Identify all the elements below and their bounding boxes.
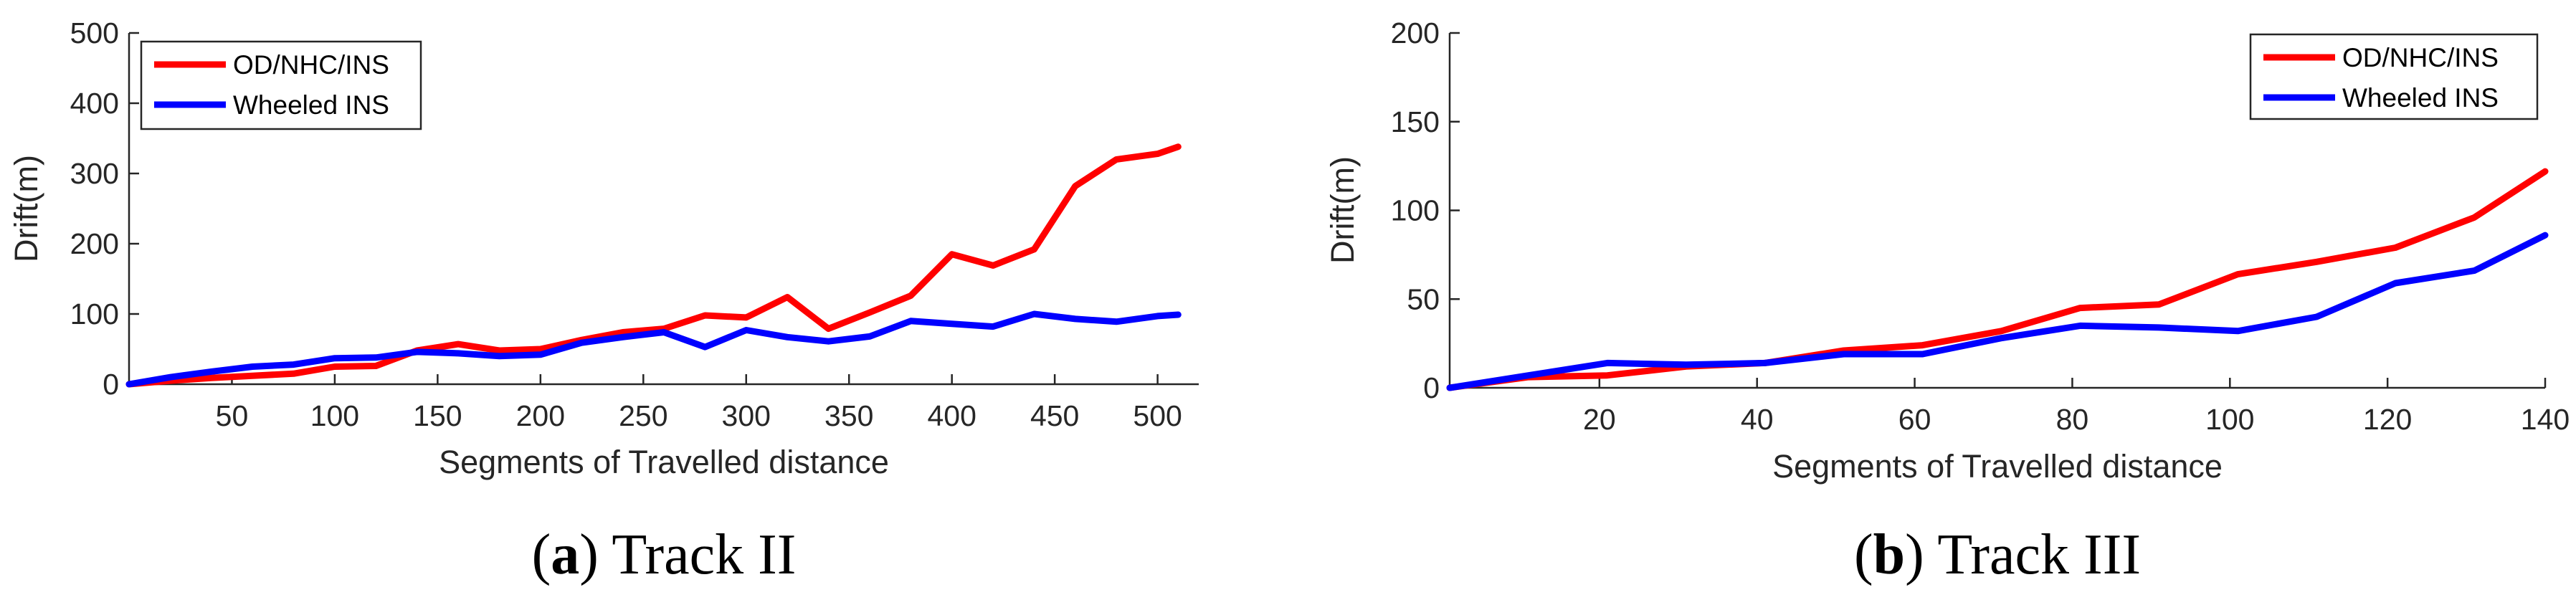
chart-caption: (b) Track III <box>1854 523 2141 586</box>
y-axis-title: Drift(m) <box>1324 156 1361 264</box>
y-axis-title: Drift(m) <box>8 155 44 262</box>
x-tick-label: 100 <box>310 399 359 432</box>
chart-caption: (a) Track II <box>532 523 797 586</box>
x-tick-label: 140 <box>2521 403 2570 436</box>
x-axis-title: Segments of Travelled distance <box>1772 448 2223 485</box>
legend-box <box>140 40 422 130</box>
y-tick-label: 500 <box>70 16 119 49</box>
caption-text: Track III <box>1937 523 2141 586</box>
y-tick-label: 0 <box>1423 371 1440 404</box>
series-line-wheeled-ins <box>125 310 1182 388</box>
x-tick-label: 250 <box>619 399 667 432</box>
series-line-wheeled-ins <box>1446 232 2549 391</box>
legend: OD/NHC/INS Wheeled INS <box>140 40 422 130</box>
x-tick-label: 100 <box>2205 403 2254 436</box>
caption-text: Track II <box>612 523 796 586</box>
y-tick-label: 300 <box>70 157 119 190</box>
y-tick-label: 200 <box>70 227 119 260</box>
legend-box <box>2249 33 2539 120</box>
x-tick-label: 50 <box>216 399 249 432</box>
x-tick-label: 450 <box>1030 399 1079 432</box>
legend: OD/NHC/INS Wheeled INS <box>2249 33 2539 120</box>
x-tick-label: 350 <box>824 399 873 432</box>
x-tick-label: 150 <box>413 399 462 432</box>
x-axis-title: Segments of Travelled distance <box>439 444 889 480</box>
legend-label: OD/NHC/INS <box>2342 43 2499 72</box>
y-tick-label: 150 <box>1391 105 1440 138</box>
legend-label: OD/NHC/INS <box>233 50 389 80</box>
x-tick-label: 60 <box>1898 403 1931 436</box>
series-line-od-nhc-ins <box>125 143 1182 388</box>
x-tick-label: 300 <box>722 399 771 432</box>
chart-panel-2: 0 50 100 150 200 20 40 60 80 100 120 140 Segments of… <box>1324 16 2570 586</box>
y-tick-label: 100 <box>1391 194 1440 227</box>
x-tick-label: 500 <box>1133 399 1182 432</box>
y-tick-label: 100 <box>70 297 119 330</box>
x-tick-label: 120 <box>2363 403 2412 436</box>
x-tick-label: 40 <box>1741 403 1774 436</box>
series-line-od-nhc-ins <box>1446 168 2549 391</box>
y-tick-label: 200 <box>1391 16 1440 49</box>
x-tick-label: 80 <box>2056 403 2089 436</box>
y-tick-label: 0 <box>103 368 119 401</box>
x-tick-label: 200 <box>516 399 565 432</box>
caption-letter: a <box>551 523 579 586</box>
x-tick-label: 20 <box>1583 403 1616 436</box>
y-tick-label: 400 <box>70 87 119 120</box>
y-tick-label: 50 <box>1407 282 1440 315</box>
legend-label: Wheeled INS <box>233 90 389 120</box>
chart-panel-1: 0 100 200 300 400 500 50 100 150 200 250 300 350 400 4… <box>8 16 1199 586</box>
x-tick-label: 400 <box>927 399 976 432</box>
caption-letter: b <box>1873 523 1906 586</box>
legend-label: Wheeled INS <box>2342 83 2499 113</box>
